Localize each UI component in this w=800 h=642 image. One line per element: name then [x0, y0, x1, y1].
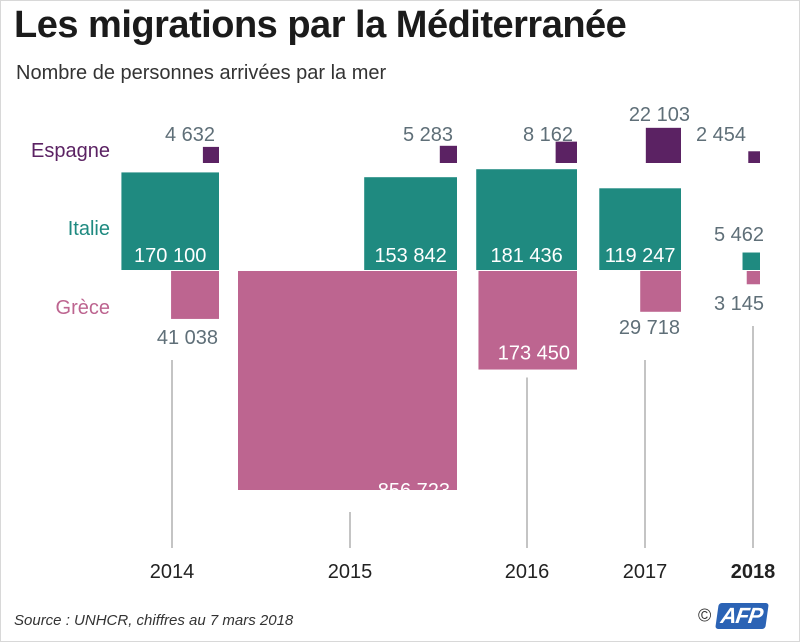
row-label-espagne: Espagne — [31, 140, 110, 162]
square-italie-2014 — [121, 172, 219, 270]
square-grece-2015 — [238, 271, 457, 490]
label-italie-2018: 5 462 — [714, 224, 764, 246]
square-espagne-2017 — [645, 127, 681, 163]
year-label-2015: 2015 — [328, 561, 373, 583]
square-espagne-2016 — [555, 141, 577, 163]
year-label-2016: 2016 — [505, 561, 550, 583]
label-italie-2014: 170 100 — [134, 245, 206, 267]
label-espagne-2015: 5 283 — [403, 124, 453, 146]
square-grece-2014 — [171, 271, 219, 319]
label-grece-2018: 3 145 — [714, 293, 764, 315]
square-italie-2016 — [476, 169, 577, 270]
label-espagne-2017: 22 103 — [629, 104, 690, 126]
year-label-2017: 2017 — [623, 561, 668, 583]
label-grece-2016: 173 450 — [498, 343, 570, 365]
chart-subtitle: Nombre de personnes arrivées par la mer — [16, 62, 387, 84]
year-label-2014: 2014 — [150, 561, 195, 583]
row-label-grece: Grèce — [56, 297, 110, 319]
label-grece-2017: 29 718 — [619, 317, 680, 339]
row-label-italie: Italie — [68, 218, 110, 240]
label-espagne-2014: 4 632 — [165, 124, 215, 146]
chart-title: Les migrations par la Méditerranée — [14, 4, 627, 46]
square-espagne-2014 — [202, 146, 219, 163]
source-note: Source : UNHCR, chiffres au 7 mars 2018 — [14, 612, 294, 629]
square-italie-2015 — [364, 177, 457, 270]
square-grece-2017 — [640, 271, 681, 312]
label-espagne-2016: 8 162 — [523, 124, 573, 146]
year-label-2018: 2018 — [731, 561, 776, 583]
copyright-symbol: © — [698, 605, 712, 626]
square-espagne-2015 — [439, 145, 457, 163]
label-espagne-2018: 2 454 — [696, 124, 746, 146]
afp-logo: AFP — [715, 603, 770, 629]
square-italie-2017 — [599, 188, 681, 270]
label-italie-2015: 153 842 — [374, 245, 446, 267]
square-grece-2018 — [746, 271, 760, 285]
square-grece-2016 — [478, 271, 577, 370]
label-grece-2014: 41 038 — [157, 327, 218, 349]
afp-credit: © AFP — [698, 603, 770, 629]
square-espagne-2018 — [748, 151, 760, 163]
label-grece-2015: 856 723 — [378, 480, 450, 502]
label-italie-2017: 119 247 — [605, 245, 676, 267]
square-italie-2018 — [742, 252, 760, 270]
label-italie-2016: 181 436 — [490, 245, 562, 267]
